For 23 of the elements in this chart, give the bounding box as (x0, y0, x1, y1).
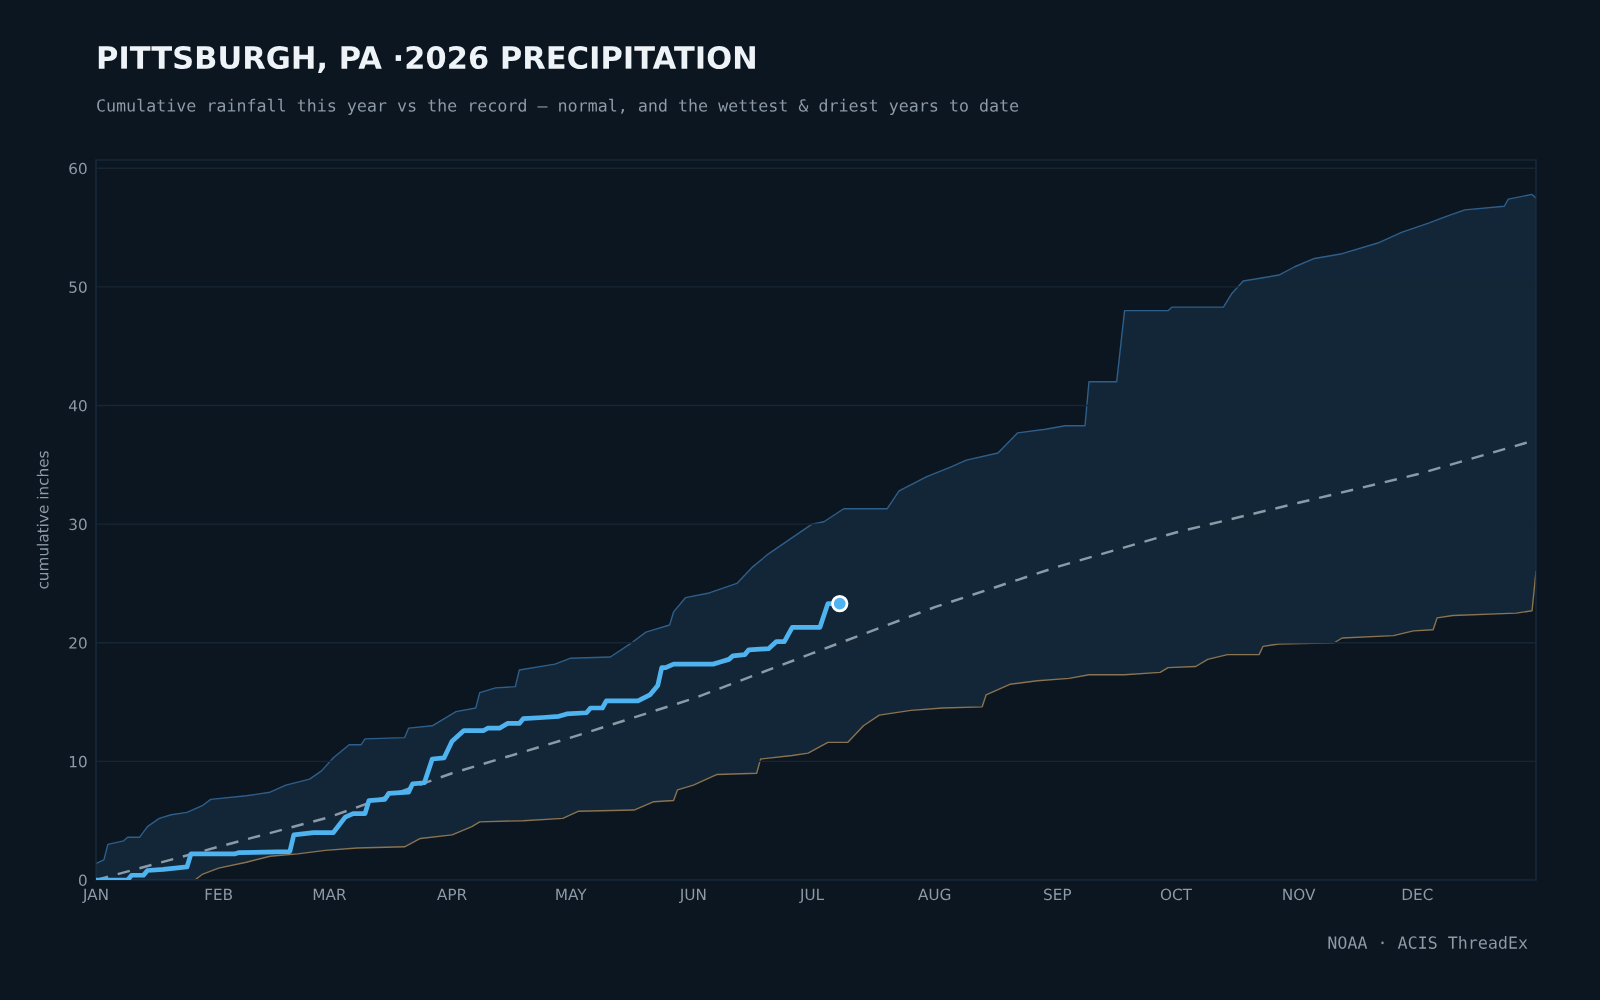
y-tick-label: 0 (78, 874, 87, 887)
x-tick-label: APR (437, 888, 467, 900)
x-tick-label: JAN (82, 888, 108, 903)
y-tick-label: 20 (69, 637, 87, 649)
y-tick-label: 10 (69, 755, 87, 768)
text: NOAA · ACIS ThreadEx (1328, 935, 1528, 949)
chart-subtitle: Cumulative rainfall this year vs the record — normal, and the wettest & driest years to date (97, 98, 1019, 115)
y-axis-title: cumulative inches (36, 451, 49, 589)
x-tick-label: NOV (1283, 888, 1316, 901)
x-tick-label: OCT (1160, 888, 1193, 901)
y-tick-label: 40 (68, 400, 87, 412)
x-tick-label: SEP (1044, 888, 1072, 901)
y-tick-label: 60 (69, 162, 87, 175)
y-tick-label: 50 (69, 281, 87, 293)
x-tick-label: AUG (918, 888, 951, 901)
x-tick-label: DEC (1402, 888, 1433, 901)
x-tick-label: MAR (313, 888, 347, 900)
y-tick-label: 30 (69, 518, 87, 531)
chart-title: PITTSBURGH, PA ·2026 PRECIPITATION (98, 45, 755, 73)
x-tick-label: JUN (679, 888, 706, 903)
x-tick-label: JUL (799, 888, 825, 903)
x-tick-label: MAY (556, 888, 587, 900)
x-tick-label: FEB (205, 888, 233, 900)
